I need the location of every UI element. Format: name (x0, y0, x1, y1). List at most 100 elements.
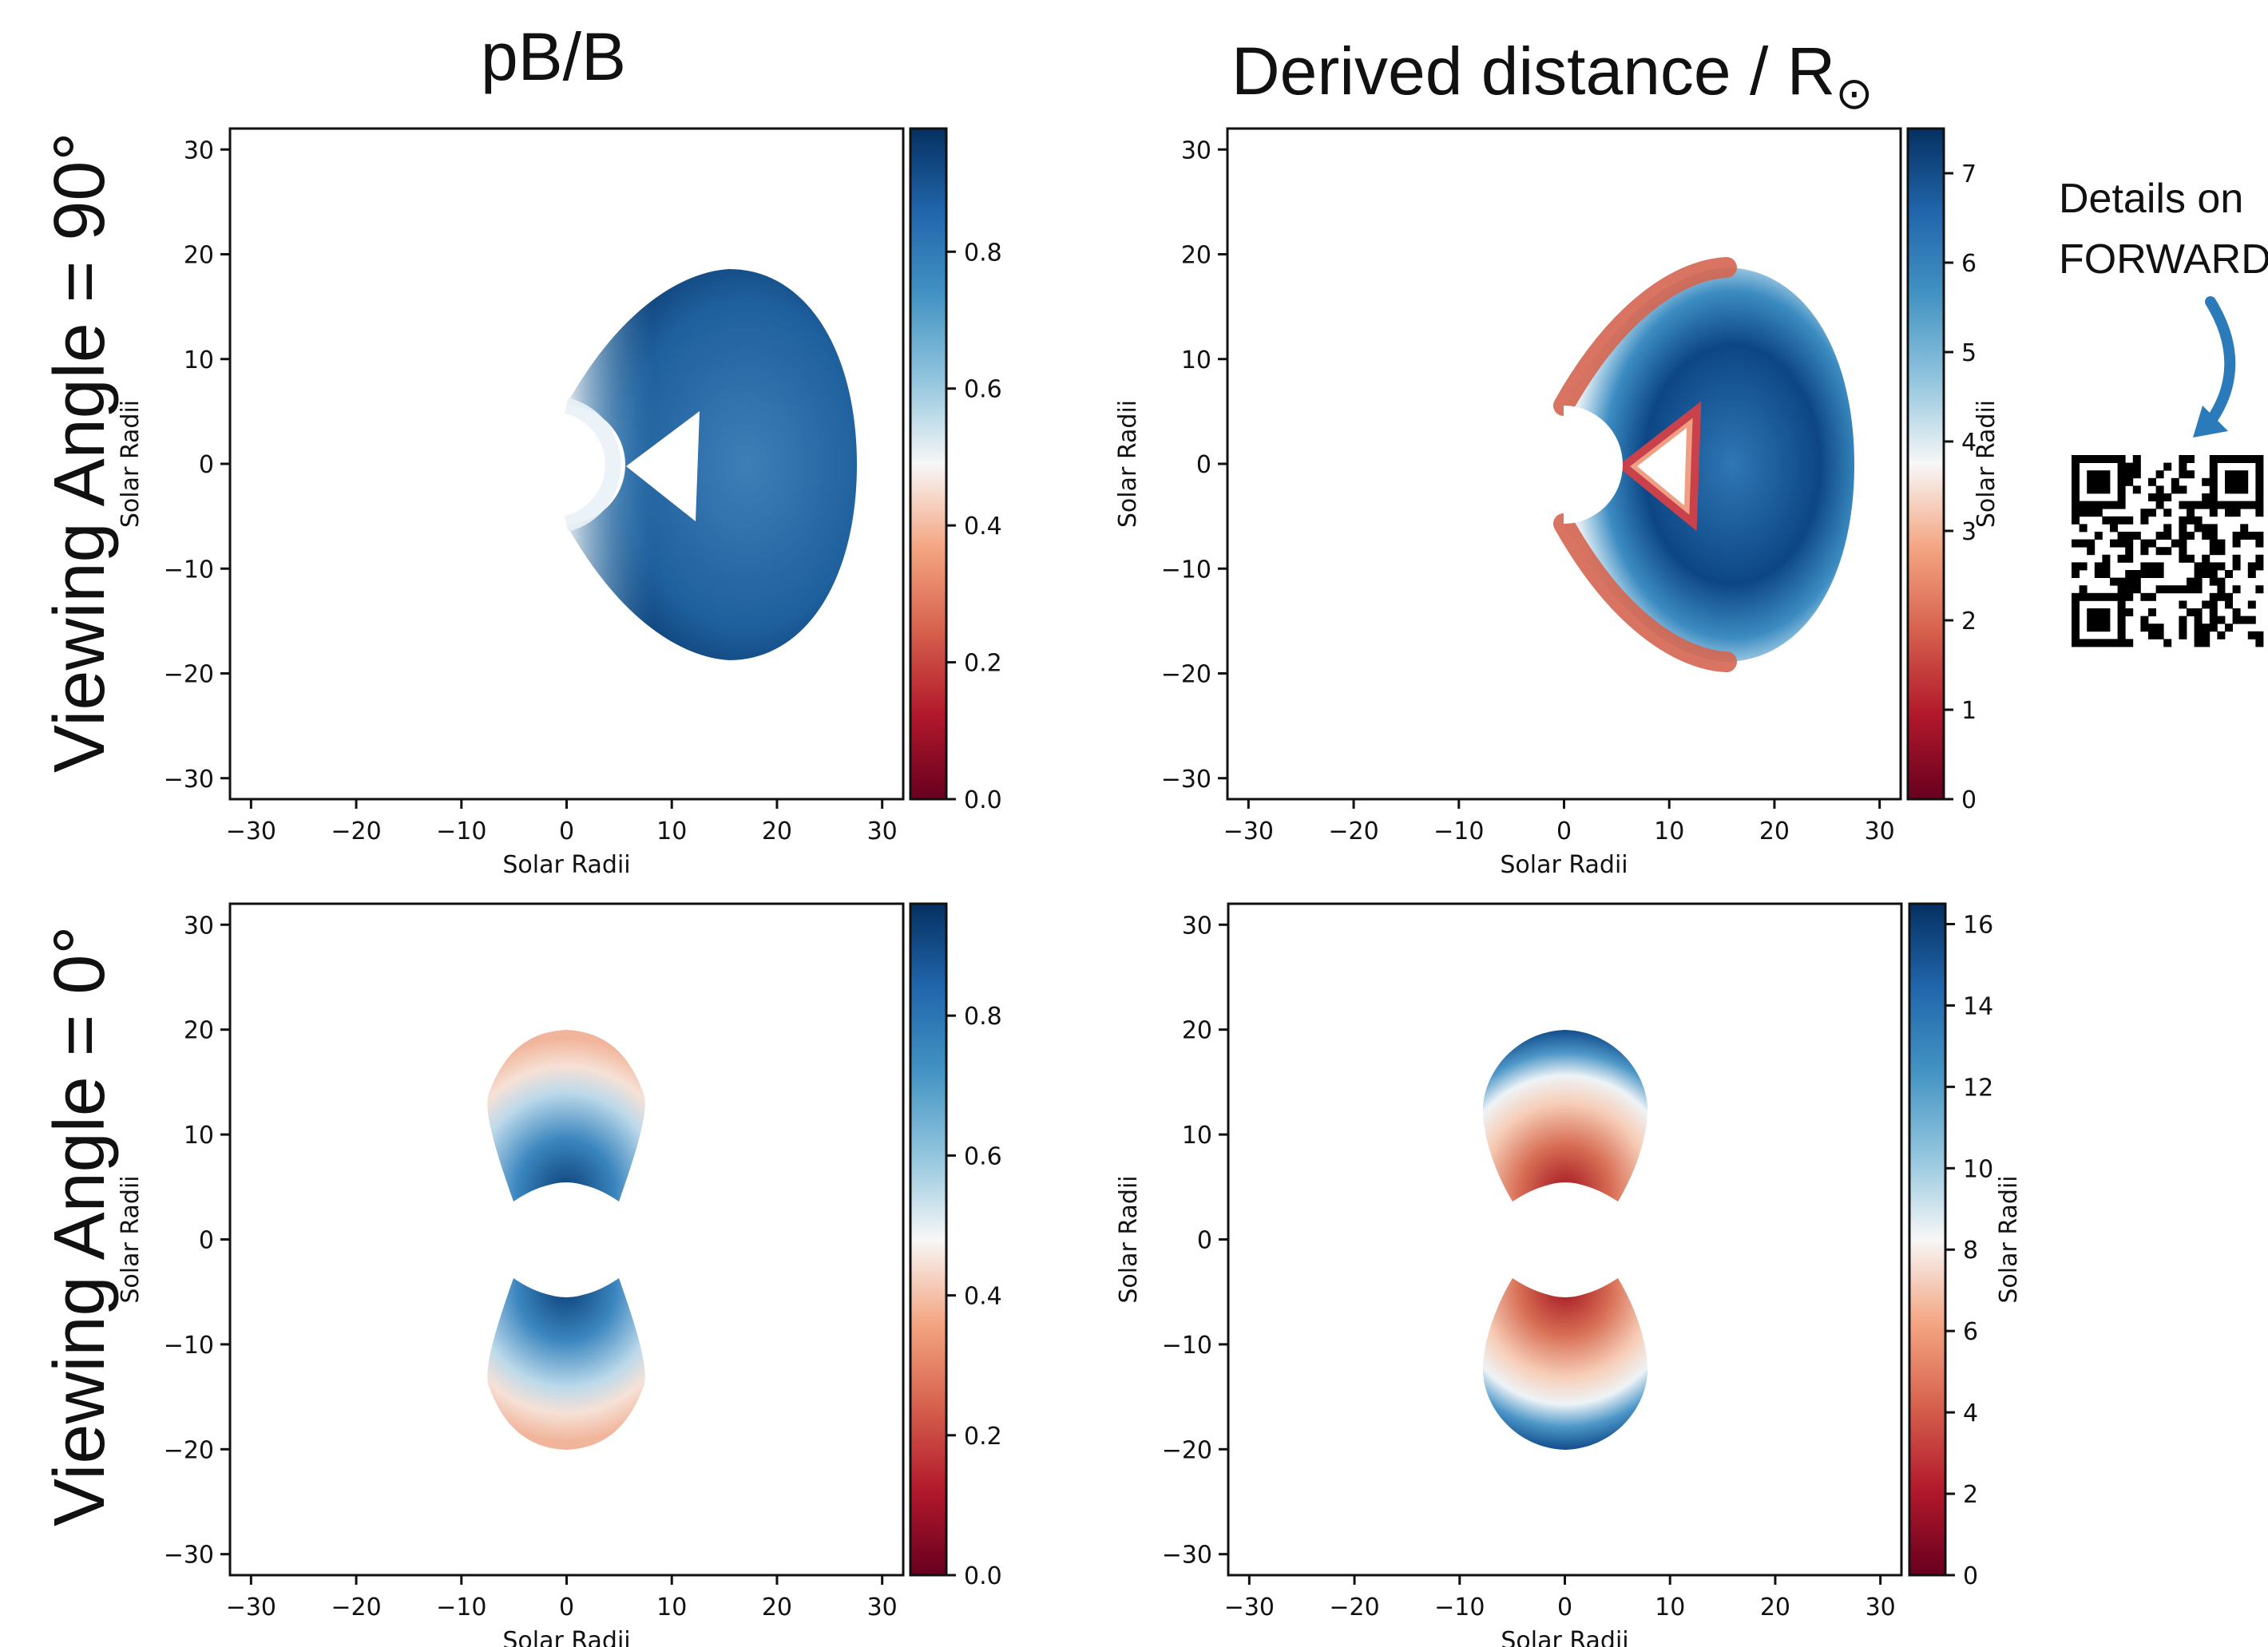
qr-module (2217, 455, 2226, 463)
qr-module (2148, 562, 2156, 571)
x-tick-label: 0 (1557, 1594, 1572, 1621)
x-tick-label: 30 (1866, 1594, 1896, 1621)
qr-module (2125, 570, 2134, 578)
qr-module (2117, 554, 2126, 563)
qr-module (2117, 462, 2126, 471)
qr-note-line2: FORWARD (2059, 236, 2268, 283)
qr-module (2148, 631, 2156, 639)
qr-module (2140, 562, 2149, 571)
qr-module (2209, 616, 2218, 624)
colorbar-tick-label: 0 (1963, 1562, 1978, 1590)
y-axis-label: Solar Radii (1114, 400, 1142, 528)
qr-module (2247, 455, 2256, 463)
qr-module (2217, 585, 2226, 594)
qr-module (2110, 577, 2118, 586)
qr-module (2117, 516, 2126, 525)
qr-module (2247, 600, 2256, 609)
y-tick-label: −20 (1162, 1436, 1212, 1464)
qr-module (2179, 600, 2187, 609)
qr-module (2155, 585, 2164, 594)
colorbar-tick-label: 0 (1961, 786, 1977, 814)
y-tick-label: 0 (1197, 1227, 1212, 1255)
y-tick-label: −10 (1161, 556, 1211, 584)
qr-module (2255, 455, 2264, 463)
qr-module (2132, 462, 2141, 471)
y-tick-label: 0 (1196, 451, 1211, 479)
heatmap-cavity-pb (564, 269, 857, 660)
qr-module (2072, 562, 2080, 571)
qr-module (2079, 562, 2088, 571)
qr-module (2087, 477, 2096, 486)
qr-module (2155, 631, 2164, 639)
colorbar-tick-label: 2 (1961, 608, 1977, 635)
x-tick-label: −30 (1223, 818, 1274, 845)
y-tick-label: 30 (184, 912, 214, 940)
qr-module (2209, 570, 2218, 578)
qr-module (2225, 477, 2233, 486)
x-tick-label: −10 (436, 1594, 486, 1621)
qr-module (2202, 624, 2211, 632)
y-tick-label: −20 (164, 1436, 214, 1464)
qr-module (2140, 516, 2149, 525)
row-title-top: Viewing Angle = 90° (40, 133, 120, 773)
qr-module (2209, 477, 2218, 486)
qr-module (2179, 585, 2187, 594)
qr-module (2247, 501, 2256, 509)
qr-module (2125, 516, 2134, 525)
x-tick-label: 30 (1865, 818, 1895, 845)
qr-module (2117, 639, 2126, 647)
qr-module (2240, 455, 2249, 463)
colorbar-tick-label: 16 (1963, 911, 1993, 939)
y-tick-label: 0 (199, 451, 214, 479)
qr-module (2187, 470, 2195, 479)
qr-module (2110, 501, 2118, 509)
qr-module (2209, 501, 2218, 509)
y-tick-label: 10 (1182, 1122, 1212, 1150)
qr-module (2194, 524, 2203, 533)
qr-module (2102, 608, 2111, 616)
axes: −30 −20 −10 0 10 20 30 −30 −20 −10 0 10 20 30 Solar Ra… (1114, 137, 1895, 879)
colorbar-label: Solar Radii (1995, 1175, 2023, 1303)
qr-module (2117, 631, 2126, 639)
qr-module (2209, 577, 2218, 586)
colorbar-tick-label: 12 (1963, 1074, 1993, 1102)
colorbar-tick-label: 6 (1963, 1318, 1978, 1346)
qr-module (2225, 592, 2233, 601)
occulter (1564, 406, 1623, 524)
qr-module (2125, 554, 2134, 563)
axes: −30 −20 −10 0 10 20 30 −30 −20 −10 0 10 20 30 Solar Ra… (117, 137, 898, 879)
qr-module (2194, 624, 2203, 632)
qr-code-icon[interactable] (2067, 450, 2268, 659)
y-tick-label: −10 (164, 1332, 214, 1360)
qr-module (2094, 509, 2103, 517)
qr-module (2087, 485, 2096, 494)
qr-module (2102, 562, 2111, 571)
column-title-right: Derived distance / R⊙ (1231, 34, 1873, 118)
qr-module (2110, 455, 2118, 463)
qr-module (2094, 624, 2103, 632)
qr-module (2094, 477, 2103, 486)
y-axis-label: Solar Radii (117, 400, 145, 528)
qr-module (2087, 608, 2096, 616)
qr-module (2171, 477, 2179, 486)
qr-module (2247, 562, 2256, 571)
y-tick-label: 20 (1182, 1017, 1212, 1045)
qr-module (2117, 470, 2126, 479)
qr-module (2240, 616, 2249, 624)
qr-module (2094, 570, 2103, 578)
qr-module (2163, 547, 2172, 556)
qr-module (2232, 501, 2241, 509)
qr-module (2217, 616, 2226, 624)
colorbar-tick-label: 1 (1961, 697, 1977, 725)
x-tick-label: −10 (1433, 818, 1484, 845)
qr-module (2187, 577, 2195, 586)
qr-module (2255, 639, 2264, 647)
qr-module (2155, 547, 2164, 556)
qr-module (2171, 539, 2179, 548)
qr-module (2087, 539, 2096, 548)
lower-lobe (487, 1278, 645, 1450)
qr-module (2202, 631, 2211, 639)
qr-module (2148, 570, 2156, 578)
colorbar-tick-label: 7 (1961, 160, 1977, 188)
